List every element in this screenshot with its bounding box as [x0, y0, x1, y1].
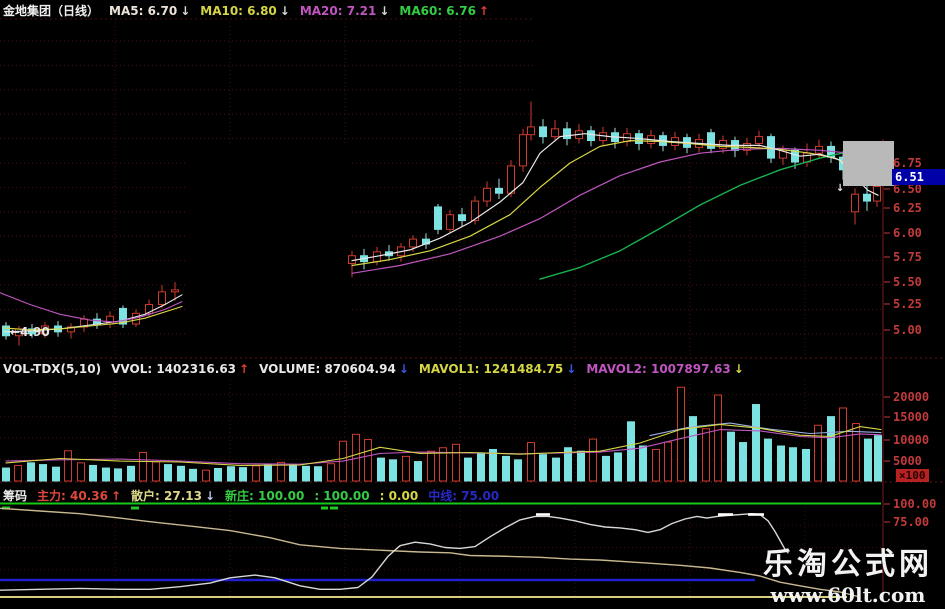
- chip-item: 散户: 27.13: [131, 489, 202, 503]
- chip-indicator-name[interactable]: 筹码: [3, 489, 28, 503]
- current-price-badge: 6.51: [892, 169, 945, 185]
- current-price-value: 6.51: [895, 170, 924, 184]
- main-header-bar: 金地集团（日线） MA5: 6.70 ↓ MA10: 6.80 ↓ MA20: 7.21 ↓…: [3, 2, 509, 19]
- stock-title: 金地集团（日线）: [3, 4, 100, 18]
- ma-item-arrow: ↓: [279, 4, 290, 18]
- chip-item: : 100.00: [314, 489, 370, 503]
- chip-item: 新庄: 100.00: [225, 489, 305, 503]
- price-tick-label: 6.00: [893, 226, 922, 240]
- ma-item-arrow: ↑: [478, 4, 489, 18]
- price-tick-label: 6.75: [893, 156, 922, 170]
- price-tick-label: 5.50: [893, 275, 922, 289]
- chip-tick-label: 100.00: [893, 497, 937, 511]
- chip-item: : 0.00: [379, 489, 419, 503]
- price-tick-label: 5.75: [893, 250, 922, 264]
- ma-values: MA5: 6.70 ↓ MA10: 6.80 ↓ MA20: 7.21 ↓ MA60: 6.…: [109, 4, 499, 18]
- price-tick-label: 5.25: [893, 297, 922, 311]
- watermark-site-url: www.60lt.com: [770, 583, 926, 607]
- price-tick-label: 5.00: [893, 323, 922, 337]
- volume-tick-label: 5000: [893, 454, 922, 468]
- volume-tick-label: 20000: [893, 390, 930, 404]
- ma-item: MA10: 6.80: [200, 4, 277, 18]
- volume-tick-label: 10000: [893, 433, 930, 447]
- volume-unit-label: ×100: [896, 469, 929, 482]
- volume-values: VVOL: 1402316.63 ↑ VOLUME: 870604.94 ↓ MAVOL…: [111, 362, 754, 376]
- chip-item: 主力: 40.36: [37, 489, 108, 503]
- volume-header-bar: VOL-TDX(5,10) VVOL: 1402316.63 ↑ VOLUME: 87…: [3, 362, 764, 376]
- price-tick-label: 6.25: [893, 201, 922, 215]
- ma-item-arrow: ↓: [379, 4, 390, 18]
- volume-item: MAVOL1: 1241484.75: [418, 362, 564, 376]
- low-price-annotation: ←4.90: [10, 325, 50, 339]
- ma-item: MA60: 6.76: [399, 4, 476, 18]
- volume-indicator-name[interactable]: VOL-TDX(5,10): [3, 362, 102, 376]
- watermark: 乐淘公式网 www.60lt.com: [763, 539, 933, 607]
- ma-item-arrow: ↓: [180, 4, 191, 18]
- chip-header-bar: 筹码 主力: 40.36 ↑ 散户: 27.13 ↓ 新庄: 100.00 : 100.00…: [3, 487, 519, 504]
- volume-item-arrow: ↓: [566, 362, 577, 376]
- chip-item-arrow: ↓: [204, 489, 216, 503]
- ma-item: MA20: 7.21: [299, 4, 377, 18]
- chip-item: 中线: 75.00: [428, 489, 500, 503]
- volume-item-arrow: ↓: [733, 362, 744, 376]
- chip-item-arrow: ↑: [110, 489, 122, 503]
- volume-item: VOLUME: 870604.94: [259, 362, 396, 376]
- volume-item: MAVOL2: 1007897.63: [586, 362, 731, 376]
- volume-tick-label: 15000: [893, 410, 930, 424]
- volume-item-arrow: ↓: [398, 362, 409, 376]
- ma-item: MA5: 6.70: [109, 4, 178, 18]
- volume-item: VVOL: 1402316.63: [111, 362, 237, 376]
- chip-values: 主力: 40.36 ↑ 散户: 27.13 ↓ 新庄: 100.00 : 100.00 : …: [37, 489, 509, 503]
- watermark-site-name: 乐淘公式网: [763, 547, 933, 582]
- chip-tick-label: 75.00: [893, 515, 930, 529]
- volume-item-arrow: ↑: [239, 362, 250, 376]
- price-tick-label: 6.50: [893, 182, 922, 196]
- down-arrow-mark: ↓: [836, 183, 845, 194]
